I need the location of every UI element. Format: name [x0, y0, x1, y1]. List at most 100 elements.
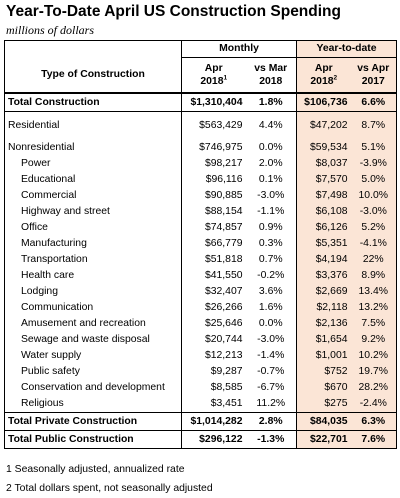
row-label: Conservation and development: [4, 380, 182, 396]
row-total-public: Total Public Construction $296,122 -1.3%…: [4, 430, 398, 449]
cell-apr-2018: $25,646: [181, 316, 246, 332]
cell-vs-apr: 19.7%: [350, 364, 398, 380]
row-total-construction: Total Construction $1,310,404 1.8% $106,…: [4, 93, 398, 112]
spacer-row: [4, 111, 398, 118]
header-group-row: Monthly Year-to-date: [4, 40, 398, 58]
cell-apr-2018: $66,779: [181, 236, 246, 252]
cell-vs-apr: 8.9%: [350, 268, 398, 284]
cell-ytd: $2,118: [296, 300, 351, 316]
cell-ytd: $2,669: [296, 284, 351, 300]
cell-apr-2018: $90,885: [181, 188, 246, 204]
cell-ytd: $670: [296, 380, 351, 396]
cell-vs-mar: -3.0%: [257, 334, 285, 345]
cell-vs-mar: 0.3%: [258, 238, 283, 249]
cell-vs-mar: -1.3%: [245, 430, 297, 449]
cell-ytd: $2,136: [296, 316, 351, 332]
cell-vs-mar: 0.9%: [258, 222, 283, 233]
cell-vs-apr: -3.0%: [350, 204, 398, 220]
row-label: Residential: [4, 118, 182, 134]
header-vs-mar-2018: vs Mar 2018: [245, 57, 297, 94]
cell-apr-2018: $3,451: [181, 396, 246, 413]
page-title: Year-To-Date April US Construction Spend…: [6, 3, 341, 20]
page-subtitle: millions of dollars: [6, 23, 95, 37]
cell-apr-2018: $96,116: [181, 172, 246, 188]
header-apr-2018-ytd: Apr 20182: [296, 57, 351, 94]
cell-ytd: $4,194: [296, 252, 351, 268]
cell-ytd: $6,108: [296, 204, 351, 220]
cell-ytd: $84,035: [296, 412, 351, 431]
header-col2-line2: 2018: [259, 76, 283, 87]
cell-vs-apr: 6.3%: [350, 412, 398, 431]
header-col1-line1: Apr: [204, 63, 223, 74]
row-total-private: Total Private Construction $1,014,282 2.…: [4, 412, 398, 431]
row-label: Sewage and waste disposal: [4, 332, 182, 348]
row-label: Religious: [4, 396, 182, 413]
cell-vs-apr: 13.2%: [350, 300, 398, 316]
row-label: Power: [4, 156, 182, 172]
row-nonresidential-item: Office $74,857 0.9% $6,126 5.2%: [4, 220, 398, 236]
row-nonresidential-item: Public safety $9,287 -0.7% $752 19.7%: [4, 364, 398, 380]
cell-vs-apr: 28.2%: [350, 380, 398, 396]
cell-vs-mar: 2.8%: [245, 412, 297, 431]
row-nonresidential-item: Power $98,217 2.0% $8,037 -3.9%: [4, 156, 398, 172]
footnote-2: 2 Total dollars spent, not seasonally ad…: [6, 483, 213, 494]
cell-apr-2018: $51,818: [181, 252, 246, 268]
row-label: Total Public Construction: [4, 430, 182, 449]
row-label: Educational: [4, 172, 182, 188]
row-nonresidential-item: Amusement and recreation $25,646 0.0% $2,13…: [4, 316, 398, 332]
row-label: Nonresidential: [4, 140, 182, 156]
header-ytd: Year-to-date: [296, 40, 398, 58]
header-col1-line2: 2018: [200, 76, 224, 87]
footnote-ref-2: 2: [333, 74, 338, 82]
cell-vs-apr: 10.2%: [350, 348, 398, 364]
cell-vs-mar: -0.7%: [257, 366, 285, 377]
cell-vs-apr: 6.6%: [350, 93, 398, 112]
cell-vs-apr: 5.2%: [350, 220, 398, 236]
cell-vs-mar: -3.0%: [257, 190, 285, 201]
row-label: Manufacturing: [4, 236, 182, 252]
row-label: Commercial: [4, 188, 182, 204]
cell-apr-2018: $20,744: [181, 332, 246, 348]
row-label: Amusement and recreation: [4, 316, 182, 332]
row-label: Health care: [4, 268, 182, 284]
cell-apr-2018: $41,550: [181, 268, 246, 284]
row-nonresidential-item: Sewage and waste disposal $20,744 -3.0% $1,…: [4, 332, 398, 348]
cell-apr-2018: $746,975: [181, 140, 246, 156]
header-col2-line1: vs Mar: [254, 63, 288, 74]
cell-vs-mar: -0.2%: [257, 270, 285, 281]
cell-vs-apr: 10.0%: [350, 188, 398, 204]
row-label: Office: [4, 220, 182, 236]
cell-vs-apr: 7.6%: [350, 430, 398, 449]
row-nonresidential-item: Communication $26,266 1.6% $2,118 13.2%: [4, 300, 398, 316]
header-monthly: Monthly: [180, 40, 297, 58]
cell-apr-2018: $563,429: [181, 118, 246, 134]
footnotes: 1 Seasonally adjusted, annualized rate 2…: [6, 460, 213, 498]
footnote-1: 1 Seasonally adjusted, annualized rate: [6, 464, 185, 475]
cell-ytd: $6,126: [296, 220, 351, 236]
cell-apr-2018: $9,287: [181, 364, 246, 380]
row-nonresidential-item: Religious $3,451 11.2% $275 -2.4%: [4, 396, 398, 413]
cell-vs-mar: -1.4%: [257, 350, 285, 361]
row-label: Total Construction: [4, 93, 182, 112]
cell-ytd: $3,376: [296, 268, 351, 284]
row-nonresidential-item: Highway and street $88,154 -1.1% $6,108 -3.0…: [4, 204, 398, 220]
row-label: Water supply: [4, 348, 182, 364]
cell-ytd: $7,498: [296, 188, 351, 204]
cell-ytd: $106,736: [296, 93, 351, 112]
cell-apr-2018: $8,585: [181, 380, 246, 396]
row-nonresidential-item: Educational $96,116 0.1% $7,570 5.0%: [4, 172, 398, 188]
cell-ytd: $7,570: [296, 172, 351, 188]
cell-apr-2018: $1,310,404: [181, 93, 246, 112]
cell-vs-apr: 8.7%: [350, 118, 398, 134]
cell-vs-mar: -1.1%: [257, 206, 285, 217]
cell-vs-mar: 0.1%: [258, 174, 283, 185]
cell-ytd: $752: [296, 364, 351, 380]
header-type: Type of Construction: [4, 57, 182, 94]
cell-vs-apr: 5.0%: [350, 172, 398, 188]
cell-vs-mar: 1.8%: [245, 93, 297, 112]
cell-vs-mar: 4.4%: [258, 120, 283, 131]
header-apr-2018-monthly: Apr 20181: [181, 57, 246, 94]
cell-apr-2018: $1,014,282: [181, 412, 246, 431]
row-residential: Residential $563,429 4.4% $47,202 8.7%: [4, 118, 398, 134]
cell-ytd: $5,351: [296, 236, 351, 252]
